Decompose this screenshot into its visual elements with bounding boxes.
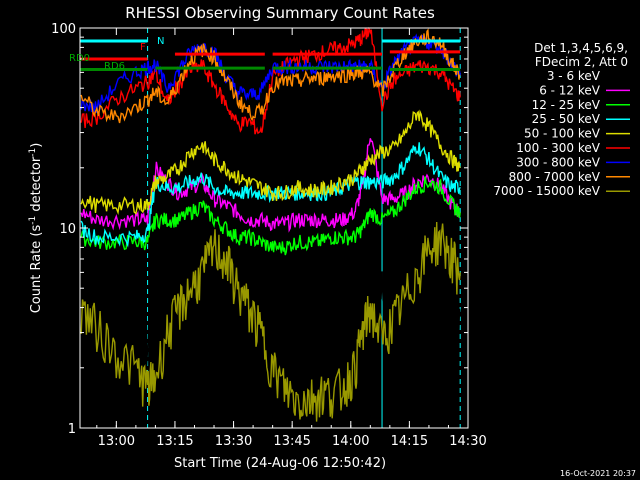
legend-header-line-2: FDecim 2, Att 0	[535, 55, 628, 69]
legend-entry-label: 25 - 50 keV	[532, 112, 601, 126]
f-annotation: F	[140, 42, 146, 53]
x-tick-label: 13:15	[156, 434, 193, 449]
plot-area: 13:00 13:15 13:30 13:45 14:00 14:15 14:30 1 10 10…	[51, 22, 487, 449]
legend-entry-label: 3 - 6 keV	[547, 69, 601, 83]
x-tick-label: 14:15	[391, 434, 428, 449]
y-axis-label: Count Rate (s-1 detector-1)	[28, 143, 44, 314]
legend-entry-label: 6 - 12 keV	[539, 83, 601, 97]
timestamp: 16-Oct-2021 20:37	[560, 469, 636, 478]
legend-entry-label: 300 - 800 keV	[516, 155, 600, 169]
x-tick-label: 13:30	[215, 434, 252, 449]
y-axis-label-end: )	[29, 143, 44, 148]
legend-entry-label: 50 - 100 keV	[524, 127, 601, 141]
x-tick-label: 13:45	[273, 434, 310, 449]
y-axis-label-main: Count Rate (s	[29, 225, 44, 314]
legend-entry-label: 12 - 25 keV	[532, 98, 601, 112]
x-tick-label: 13:00	[98, 434, 135, 449]
legend-entry-label: 800 - 7000 keV	[509, 170, 601, 184]
series-line	[80, 33, 461, 113]
legend-entry-label: 100 - 300 keV	[516, 141, 600, 155]
x-tick-label: 14:30	[449, 434, 486, 449]
x-axis-label: Start Time (24-Aug-06 12:50:42)	[174, 456, 386, 471]
y-axis-label-sup2: -1	[28, 148, 38, 157]
rd0-annotation: RD0	[69, 53, 90, 64]
series-line	[80, 28, 461, 124]
y-axis-label-rest: detector	[29, 156, 44, 216]
y-tick-label: 100	[51, 22, 76, 37]
chart-title: RHESSI Observing Summary Count Rates	[125, 4, 435, 22]
legend-header-line-1: Det 1,3,4,5,6,9,	[534, 41, 628, 55]
series-line	[80, 142, 461, 248]
x-tick-label: 14:00	[332, 434, 369, 449]
y-axis-label-sup: -1	[28, 216, 38, 225]
y-tick-label: 1	[68, 422, 76, 437]
y-tick-label: 10	[59, 222, 76, 237]
legend-entry-label: 7000 - 15000 keV	[493, 184, 600, 198]
rd6-annotation: RD6	[104, 61, 125, 72]
n-annotation: N	[157, 36, 164, 47]
series-line	[80, 221, 461, 422]
legend: Det 1,3,4,5,6,9, FDecim 2, Att 0 3 - 6 k…	[493, 41, 630, 198]
series-line	[80, 109, 461, 216]
series-line	[80, 176, 461, 256]
